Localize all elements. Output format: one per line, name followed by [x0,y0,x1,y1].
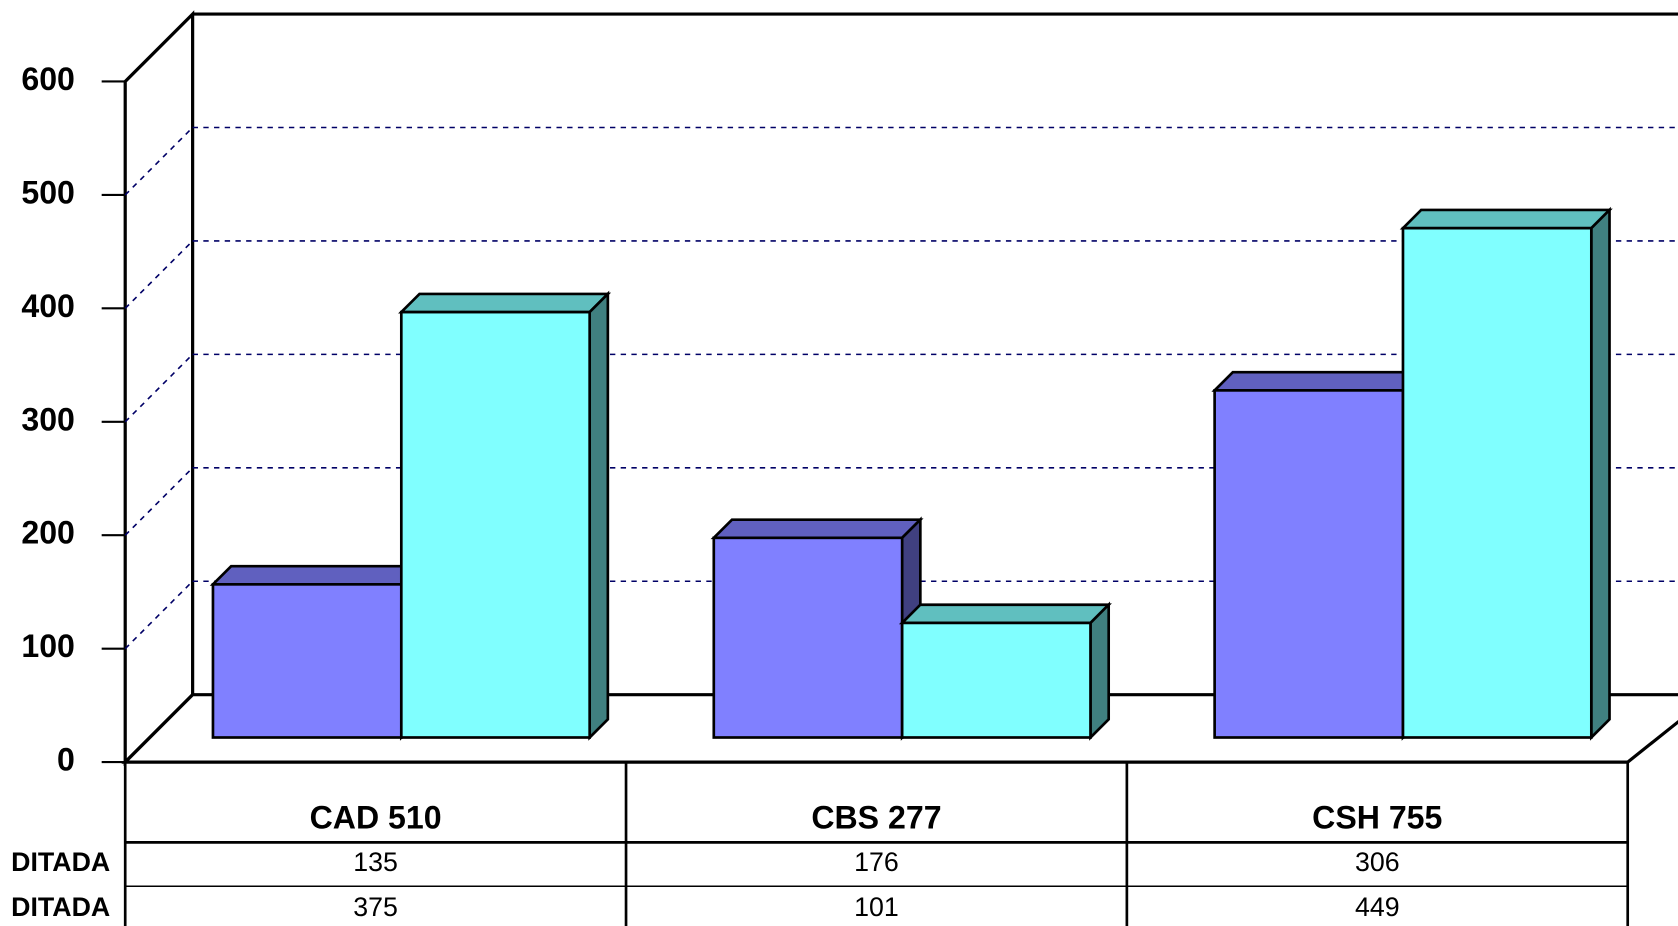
grid-line [124,467,194,536]
table-value: 135 [353,847,398,877]
y-tick-label: 200 [21,515,75,551]
legend-entry: DITADA [11,847,110,877]
x-tick-label: CSH 755 [1312,799,1442,835]
bar-top [1211,370,1425,392]
y-tick-label: 600 [21,61,75,97]
legend-entry: DITADA [11,892,110,922]
x-tick-label: CBS 277 [811,799,941,835]
grid-line [124,126,194,196]
bar-top [898,603,1112,625]
bar-side [588,290,610,741]
table-value: 375 [353,892,398,922]
table-value: 101 [854,892,899,922]
bar [712,536,904,739]
y-tick-label: 500 [21,174,75,210]
y-tick-label: 0 [57,742,75,778]
bar-top [710,518,924,540]
table-value: 176 [854,847,899,877]
grid-line [124,580,194,650]
table-value: 449 [1355,892,1400,922]
grid-line [124,353,194,423]
bar-side [1089,601,1111,741]
bar [1213,389,1405,739]
bar-side [1589,206,1611,741]
bar [399,310,591,739]
bar-top [1399,208,1613,230]
y-tick-label: 100 [21,628,75,664]
y-tick-label: 400 [21,288,75,324]
bar-top [209,564,423,586]
table-value: 306 [1355,847,1400,877]
bar-top [398,292,612,314]
bar [900,621,1092,739]
x-tick-label: CAD 510 [310,799,442,835]
grid-line [124,240,194,309]
bar [1401,226,1593,739]
y-tick-label: 300 [21,401,75,437]
bar [211,583,403,739]
